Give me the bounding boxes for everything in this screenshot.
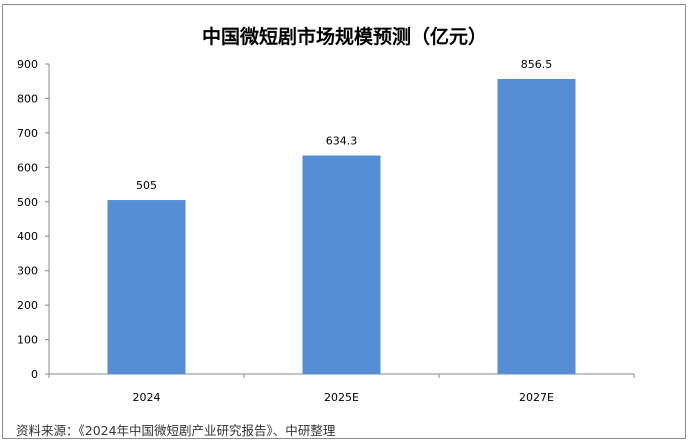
y-tick-label: 100 xyxy=(17,334,38,347)
y-tick-label: 500 xyxy=(17,196,38,209)
data-label: 634.3 xyxy=(326,135,358,148)
data-label: 505 xyxy=(136,179,157,192)
y-tick-label: 900 xyxy=(17,58,38,71)
data-label: 856.5 xyxy=(521,58,553,71)
y-tick-label: 300 xyxy=(17,265,38,278)
y-tick-label: 400 xyxy=(17,230,38,243)
x-tick-label: 2024 xyxy=(133,391,161,404)
bar-2027E xyxy=(497,78,576,374)
bar-2025E xyxy=(302,155,381,374)
y-tick-label: 0 xyxy=(31,368,38,381)
y-tick-label: 700 xyxy=(17,127,38,140)
chart-frame xyxy=(2,4,686,439)
y-tick-label: 600 xyxy=(17,161,38,174)
y-tick-label: 200 xyxy=(17,299,38,312)
chart-title: 中国微短剧市场规模预测（亿元） xyxy=(201,26,487,48)
bar-2024 xyxy=(107,200,186,374)
x-tick-label: 2027E xyxy=(519,391,554,404)
y-tick-label: 800 xyxy=(17,92,38,105)
source-note: 资料来源：《2024年中国微短剧产业研究报告》、中研整理 xyxy=(16,423,336,438)
x-tick-label: 2025E xyxy=(324,391,359,404)
